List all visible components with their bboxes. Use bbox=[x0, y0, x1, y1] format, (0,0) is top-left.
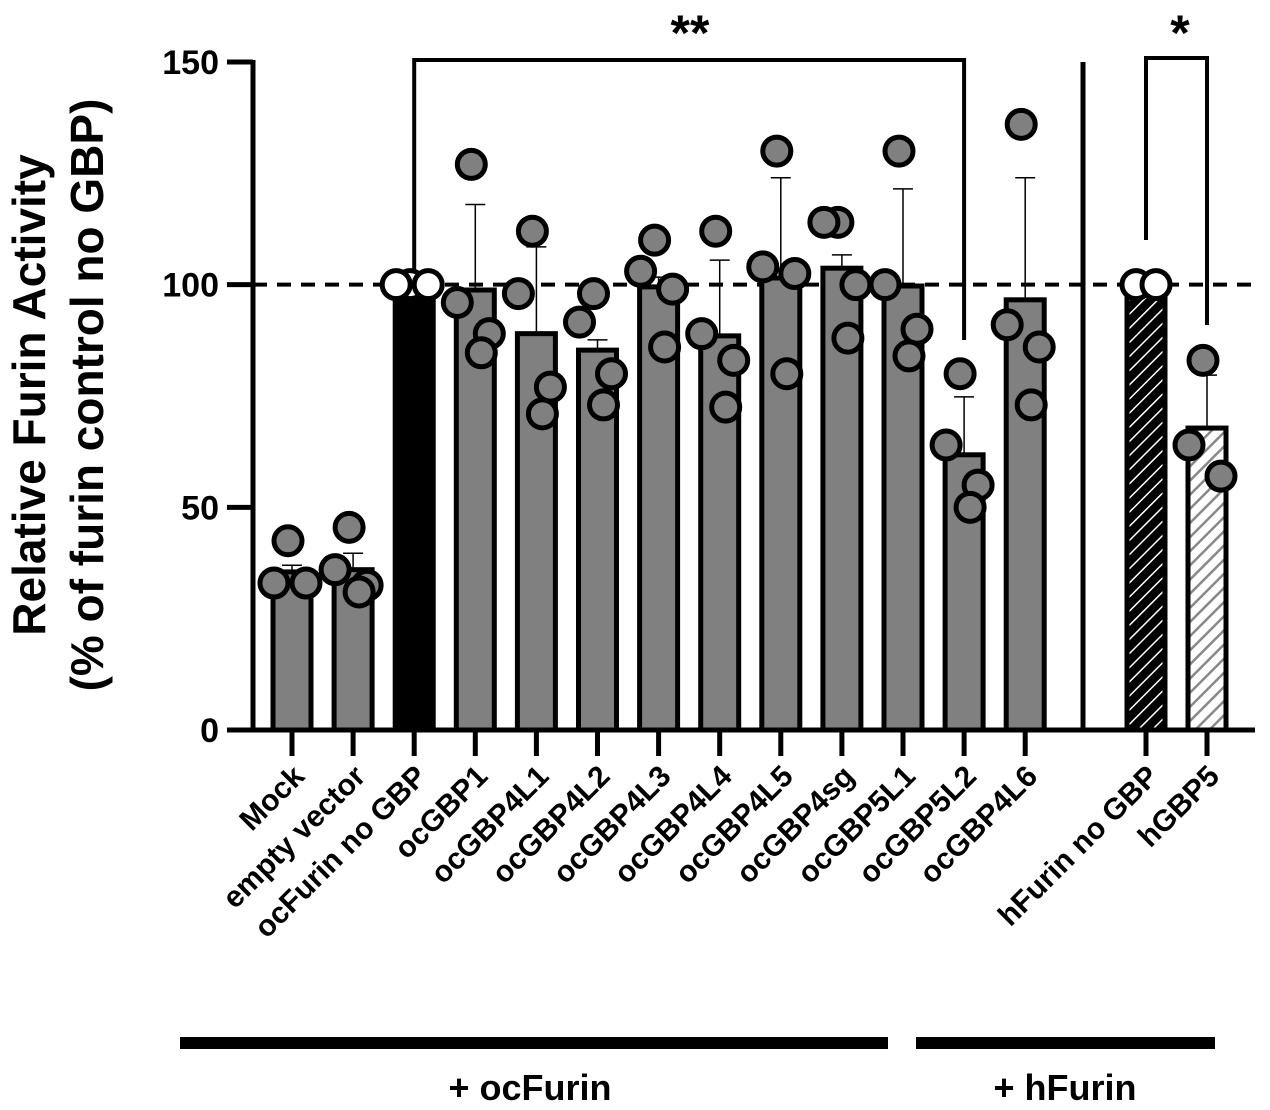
y-axis-label-line: (% of furin control no GBP) bbox=[61, 99, 113, 692]
data-point bbox=[563, 305, 596, 339]
data-point bbox=[638, 223, 672, 257]
data-point bbox=[271, 524, 305, 558]
data-point bbox=[1014, 388, 1048, 422]
data-point bbox=[685, 317, 719, 351]
data-point bbox=[699, 214, 733, 248]
data-point bbox=[839, 268, 873, 302]
bar bbox=[1124, 282, 1168, 733]
data-point bbox=[257, 566, 291, 600]
data-point bbox=[1172, 428, 1206, 462]
data-point bbox=[943, 357, 977, 391]
y-tick-label: 50 bbox=[181, 489, 219, 527]
data-point bbox=[953, 490, 987, 524]
y-axis-label: Relative Furin Activity (% of furin cont… bbox=[3, 99, 113, 692]
data-point bbox=[900, 312, 934, 346]
data-point bbox=[831, 321, 865, 355]
data-point bbox=[882, 134, 916, 168]
data-point bbox=[929, 428, 963, 462]
data-point bbox=[717, 343, 751, 377]
data-point bbox=[332, 510, 366, 544]
data-point bbox=[1022, 330, 1056, 364]
data-point bbox=[1186, 343, 1220, 377]
data-point bbox=[760, 134, 794, 168]
data-point bbox=[440, 285, 474, 319]
y-tick-label: 150 bbox=[162, 44, 219, 82]
data-point bbox=[990, 308, 1024, 342]
bar bbox=[1003, 297, 1047, 733]
group-label: + hFurin bbox=[994, 1067, 1137, 1108]
data-point bbox=[807, 205, 841, 239]
data-point bbox=[1139, 268, 1173, 302]
data-point bbox=[533, 370, 567, 404]
data-point bbox=[411, 268, 445, 302]
data-point bbox=[379, 268, 413, 302]
data-point bbox=[577, 277, 610, 311]
data-point bbox=[454, 147, 488, 181]
y-tick-label: 0 bbox=[200, 712, 219, 750]
data-point bbox=[515, 214, 549, 248]
bar bbox=[392, 282, 436, 733]
data-point bbox=[525, 397, 559, 431]
data-point bbox=[892, 339, 926, 373]
significance-bracket bbox=[412, 58, 967, 340]
data-point bbox=[868, 268, 902, 302]
significance-bracket bbox=[1144, 56, 1209, 325]
data-point bbox=[1004, 107, 1038, 141]
data-point bbox=[587, 388, 620, 422]
data-point bbox=[778, 257, 812, 291]
data-point bbox=[501, 277, 535, 311]
y-tick-label: 100 bbox=[162, 267, 219, 305]
data-point bbox=[464, 336, 498, 370]
data-point bbox=[318, 553, 352, 587]
data-point bbox=[1204, 459, 1238, 493]
data-point bbox=[656, 272, 690, 306]
data-point bbox=[624, 254, 658, 288]
data-point bbox=[770, 357, 804, 391]
significance-label: * bbox=[1170, 5, 1190, 61]
data-point bbox=[746, 250, 780, 284]
bar bbox=[759, 275, 803, 733]
data-point bbox=[595, 357, 628, 391]
data-point bbox=[342, 575, 376, 609]
group-label: + ocFurin bbox=[448, 1067, 611, 1108]
significance-label: ** bbox=[671, 5, 710, 61]
data-point bbox=[289, 566, 323, 600]
y-axis-label-line: Relative Furin Activity bbox=[3, 154, 55, 636]
data-point bbox=[648, 330, 682, 364]
data-point bbox=[709, 390, 743, 424]
